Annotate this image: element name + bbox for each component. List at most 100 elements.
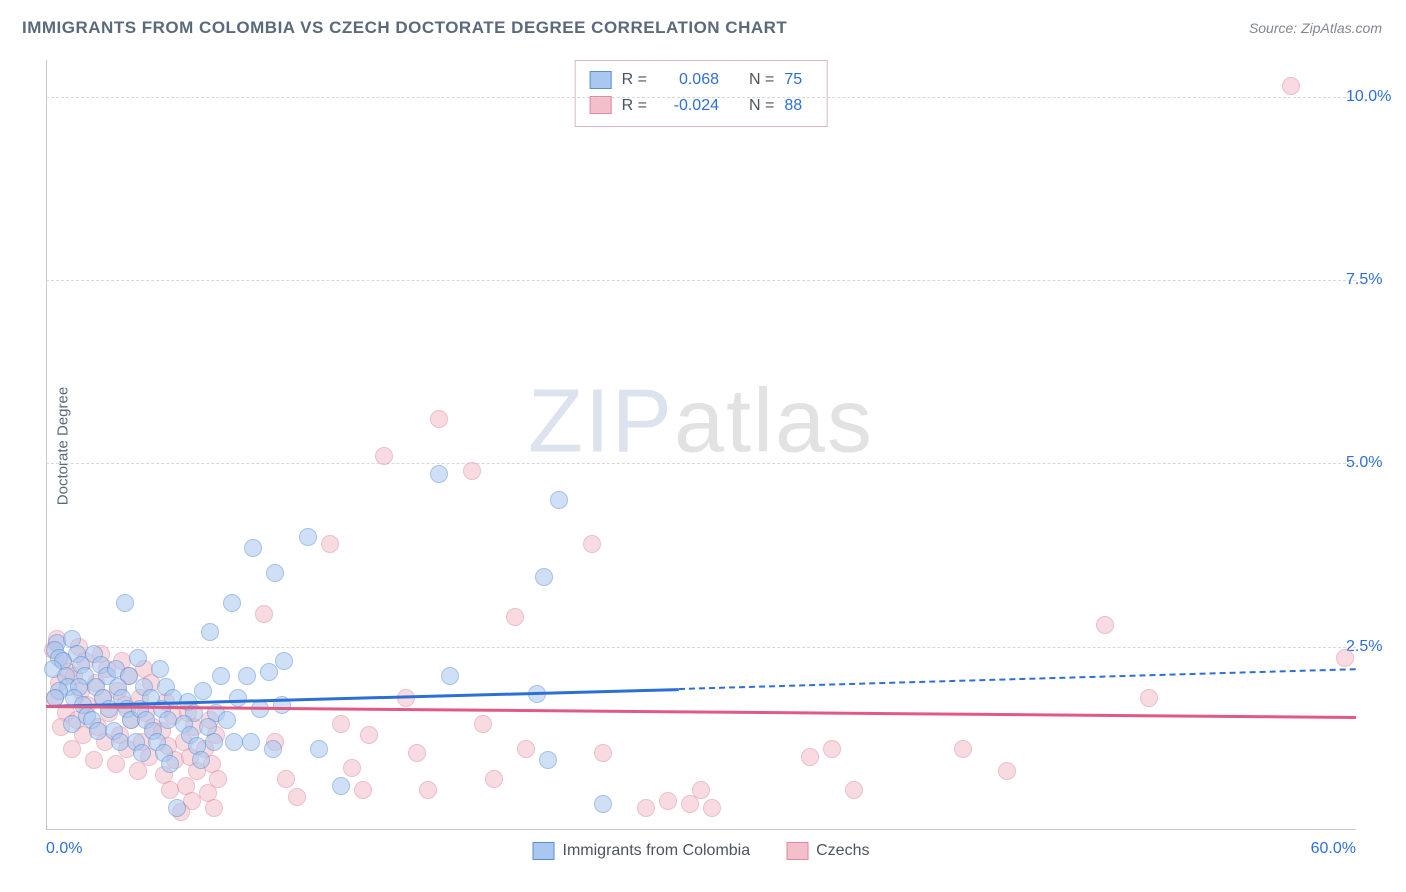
scatter-point-czechs <box>801 748 819 766</box>
scatter-point-colombia <box>223 594 241 612</box>
scatter-point-czechs <box>360 726 378 744</box>
legend-item-czechs: Czechs <box>786 842 869 860</box>
scatter-point-colombia <box>430 465 448 483</box>
scatter-point-colombia <box>539 751 557 769</box>
gridline <box>46 97 1356 98</box>
scatter-point-colombia <box>244 539 262 557</box>
scatter-point-czechs <box>1336 649 1354 667</box>
scatter-point-colombia <box>441 667 459 685</box>
scatter-plot-area: ZIPatlas R = 0.068N = 75R = -0.024N = 88… <box>46 60 1356 830</box>
source-attribution: Source: ZipAtlas.com <box>1249 20 1382 36</box>
x-tick-label: 60.0% <box>1311 840 1356 858</box>
scatter-point-colombia <box>205 733 223 751</box>
scatter-point-czechs <box>255 605 273 623</box>
source-name: ZipAtlas.com <box>1301 20 1382 36</box>
scatter-point-czechs <box>703 799 721 817</box>
scatter-point-colombia <box>218 711 236 729</box>
legend: Immigrants from Colombia Czechs <box>533 842 870 860</box>
scatter-point-colombia <box>161 755 179 773</box>
y-tick-label: 7.5% <box>1346 271 1400 289</box>
scatter-point-czechs <box>506 608 524 626</box>
trendline-colombia-extrapolated <box>679 669 1356 691</box>
scatter-point-czechs <box>408 744 426 762</box>
scatter-point-czechs <box>474 715 492 733</box>
scatter-point-czechs <box>343 759 361 777</box>
scatter-point-czechs <box>1282 77 1300 95</box>
y-tick-label: 5.0% <box>1346 454 1400 472</box>
y-tick-label: 10.0% <box>1346 88 1400 106</box>
x-axis-line <box>46 829 1356 830</box>
scatter-point-czechs <box>637 799 655 817</box>
scatter-point-colombia <box>310 740 328 758</box>
scatter-point-colombia <box>133 744 151 762</box>
watermark-part1: ZIP <box>528 371 674 471</box>
scatter-point-czechs <box>463 462 481 480</box>
scatter-point-czechs <box>823 740 841 758</box>
scatter-point-colombia <box>550 491 568 509</box>
correlation-stats-box: R = 0.068N = 75R = -0.024N = 88 <box>575 60 828 127</box>
scatter-point-czechs <box>419 781 437 799</box>
scatter-point-czechs <box>354 781 372 799</box>
scatter-point-colombia <box>168 799 186 817</box>
scatter-point-colombia <box>242 733 260 751</box>
scatter-point-czechs <box>692 781 710 799</box>
scatter-point-czechs <box>332 715 350 733</box>
watermark-part2: atlas <box>674 371 874 471</box>
scatter-point-colombia <box>151 660 169 678</box>
scatter-point-colombia <box>225 733 243 751</box>
scatter-point-czechs <box>998 762 1016 780</box>
legend-item-colombia: Immigrants from Colombia <box>533 842 751 860</box>
scatter-point-czechs <box>845 781 863 799</box>
scatter-point-czechs <box>277 770 295 788</box>
scatter-point-czechs <box>517 740 535 758</box>
scatter-point-colombia <box>192 751 210 769</box>
r-label: R = <box>622 67 647 93</box>
scatter-point-colombia <box>212 667 230 685</box>
watermark: ZIPatlas <box>528 370 874 473</box>
legend-swatch-colombia <box>533 842 555 860</box>
scatter-point-colombia <box>266 564 284 582</box>
swatch-colombia <box>590 71 612 89</box>
source-label: Source: <box>1249 20 1301 36</box>
scatter-point-czechs <box>583 535 601 553</box>
scatter-point-colombia <box>129 649 147 667</box>
scatter-point-czechs <box>321 535 339 553</box>
scatter-point-czechs <box>1096 616 1114 634</box>
gridline <box>46 280 1356 281</box>
scatter-point-czechs <box>1140 689 1158 707</box>
trendline-czechs <box>46 705 1356 719</box>
y-tick-label: 2.5% <box>1346 638 1400 656</box>
gridline <box>46 463 1356 464</box>
scatter-point-colombia <box>332 777 350 795</box>
scatter-point-czechs <box>63 740 81 758</box>
scatter-point-czechs <box>129 762 147 780</box>
scatter-point-colombia <box>201 623 219 641</box>
legend-label: Immigrants from Colombia <box>563 842 751 860</box>
swatch-czechs <box>590 96 612 114</box>
scatter-point-colombia <box>299 528 317 546</box>
scatter-point-czechs <box>954 740 972 758</box>
legend-swatch-czechs <box>786 842 808 860</box>
scatter-point-colombia <box>264 740 282 758</box>
scatter-point-colombia <box>535 568 553 586</box>
scatter-point-colombia <box>594 795 612 813</box>
scatter-point-czechs <box>205 799 223 817</box>
scatter-point-colombia <box>275 652 293 670</box>
gridline <box>46 647 1356 648</box>
n-value: 75 <box>784 67 812 93</box>
scatter-point-czechs <box>430 410 448 428</box>
scatter-point-colombia <box>260 663 278 681</box>
scatter-point-colombia <box>116 594 134 612</box>
scatter-point-czechs <box>681 795 699 813</box>
correlation-row-colombia: R = 0.068N = 75 <box>590 67 813 93</box>
scatter-point-czechs <box>485 770 503 788</box>
scatter-point-czechs <box>288 788 306 806</box>
legend-label: Czechs <box>816 842 869 860</box>
chart-title: IMMIGRANTS FROM COLOMBIA VS CZECH DOCTOR… <box>22 18 787 38</box>
scatter-point-colombia <box>194 682 212 700</box>
scatter-point-czechs <box>107 755 125 773</box>
y-axis-line <box>46 60 47 830</box>
r-value: 0.068 <box>657 67 719 93</box>
scatter-point-colombia <box>229 689 247 707</box>
scatter-point-colombia <box>238 667 256 685</box>
